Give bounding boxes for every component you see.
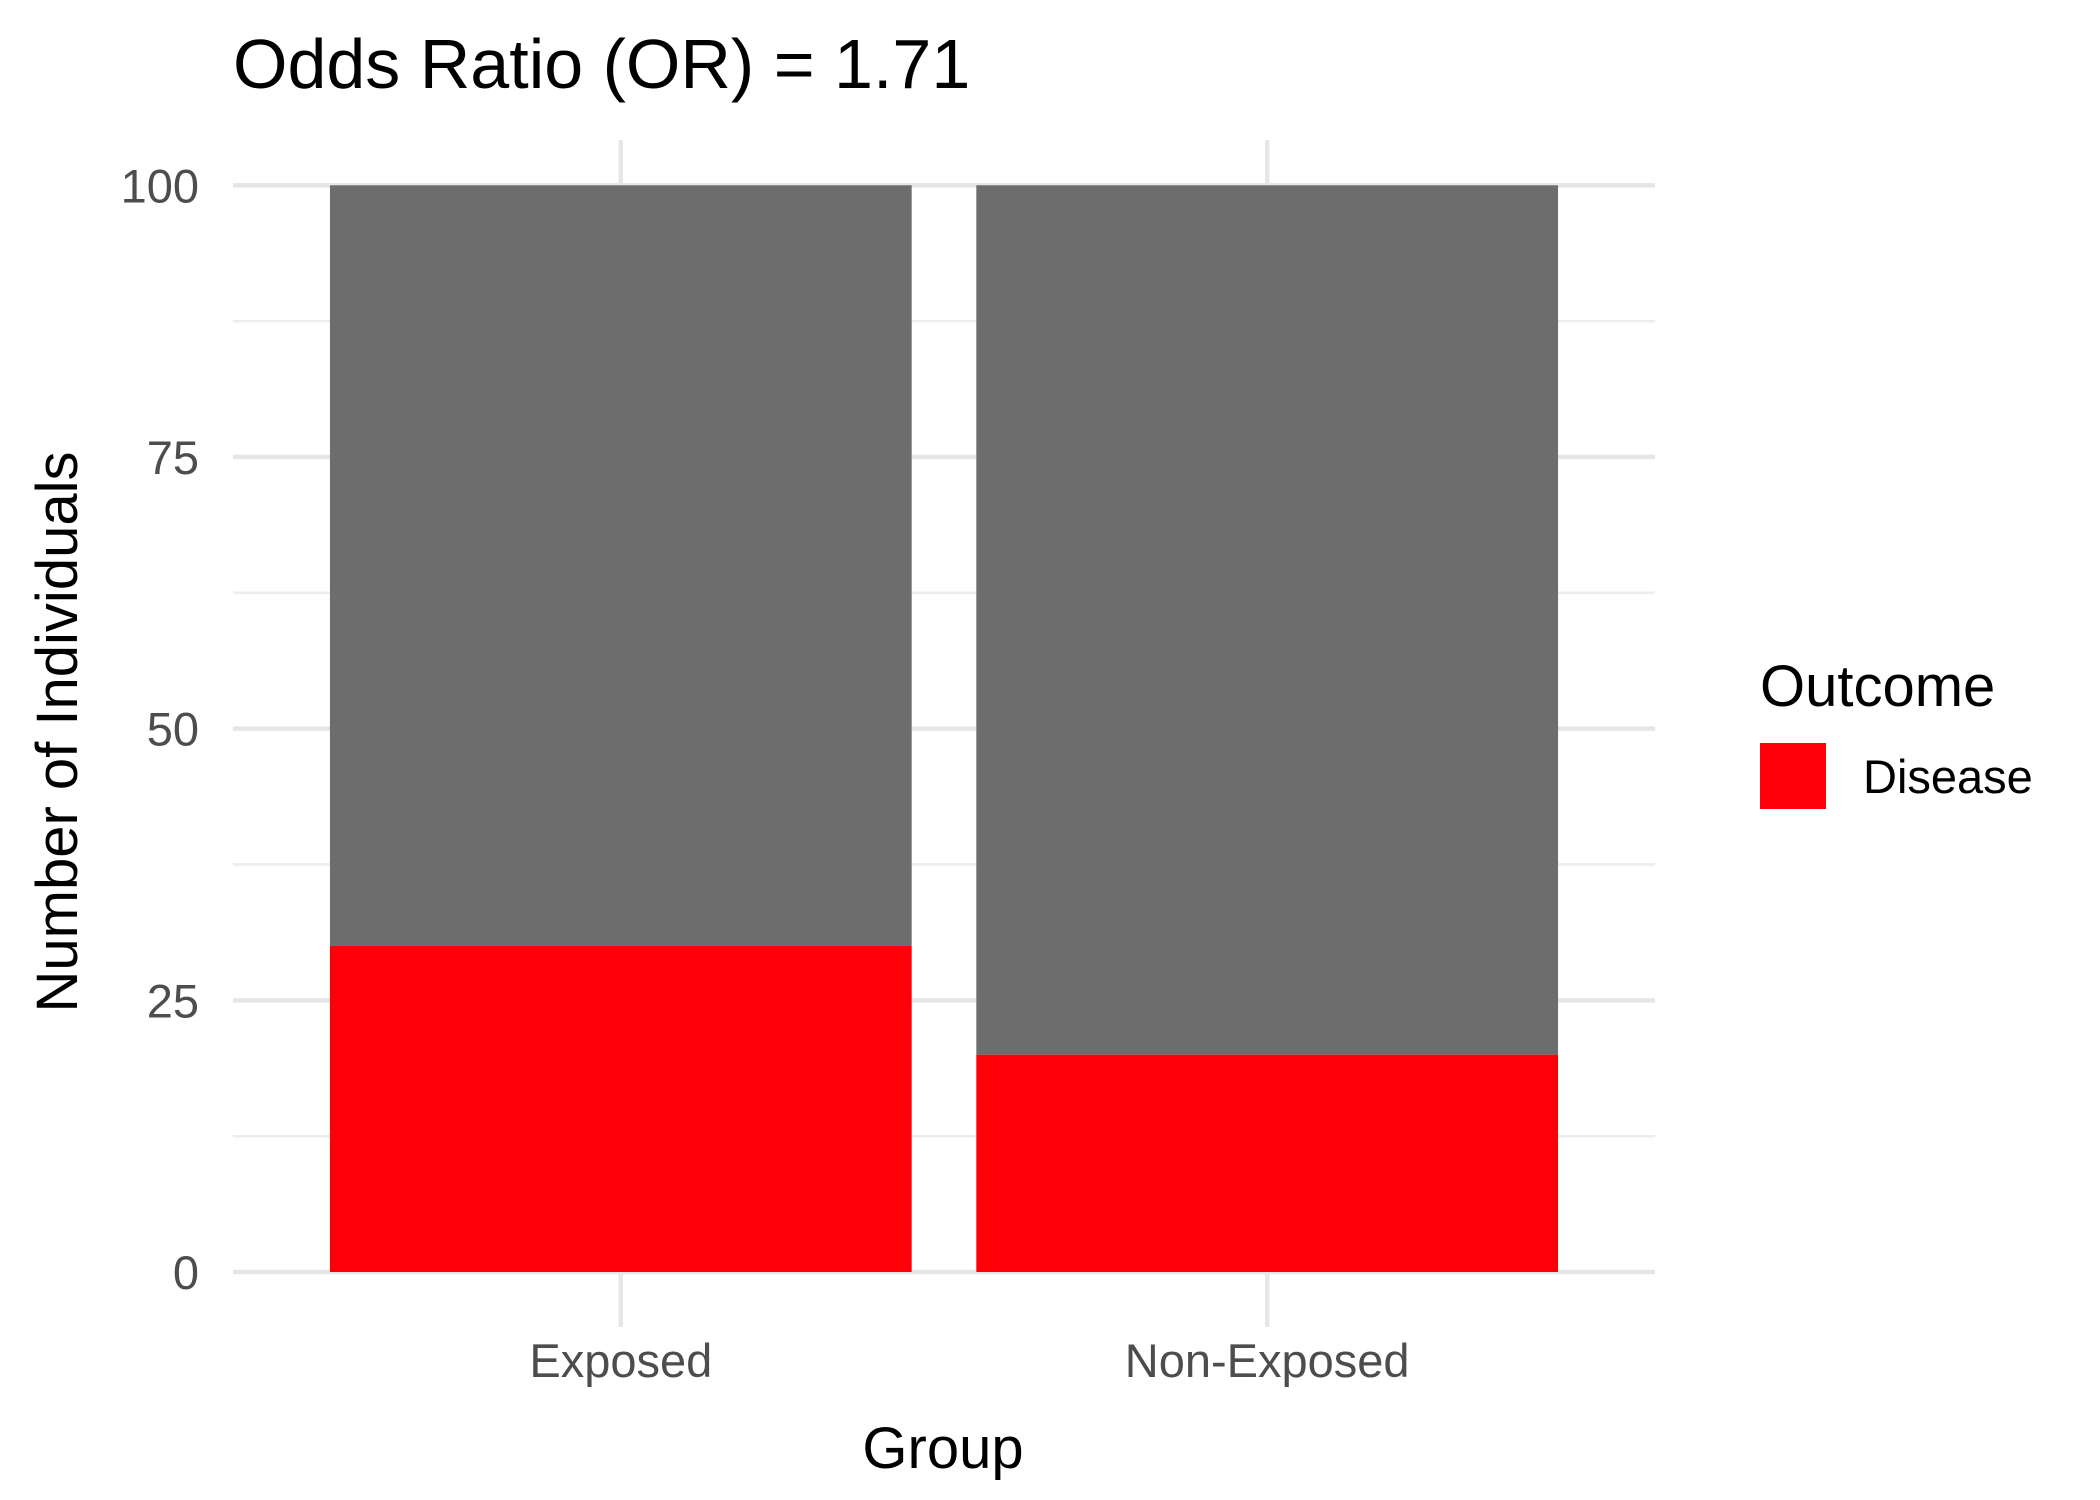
y-tick-label: 50	[147, 703, 199, 756]
chart-title: Odds Ratio (OR) = 1.71	[233, 25, 970, 103]
bar-segment-disease-non-exposed	[976, 1054, 1559, 1272]
legend-entries: Disease	[1760, 743, 2033, 809]
legend: Outcome Disease	[1760, 654, 2033, 809]
bars	[329, 185, 1559, 1272]
y-tick-label: 100	[121, 159, 199, 212]
bar-segment-other-non-exposed	[976, 185, 1559, 1055]
legend-swatch	[1760, 743, 1826, 809]
bar-segment-other-exposed	[329, 185, 912, 946]
y-tick-labels: 0 25 50 75 100	[121, 159, 199, 1299]
y-axis-title: Number of Individuals	[25, 452, 90, 1013]
y-tick-label: 0	[173, 1246, 199, 1299]
x-tick-label: Non-Exposed	[1125, 1334, 1410, 1387]
x-axis-title: Group	[862, 1416, 1023, 1481]
x-tick-labels: Exposed Non-Exposed	[529, 1334, 1409, 1387]
legend-label: Disease	[1863, 750, 2033, 803]
x-tick-label: Exposed	[529, 1334, 712, 1387]
y-tick-label: 25	[147, 974, 199, 1027]
bar-segment-disease-exposed	[329, 945, 912, 1272]
y-tick-label: 75	[147, 431, 199, 484]
legend-title: Outcome	[1760, 654, 1995, 719]
